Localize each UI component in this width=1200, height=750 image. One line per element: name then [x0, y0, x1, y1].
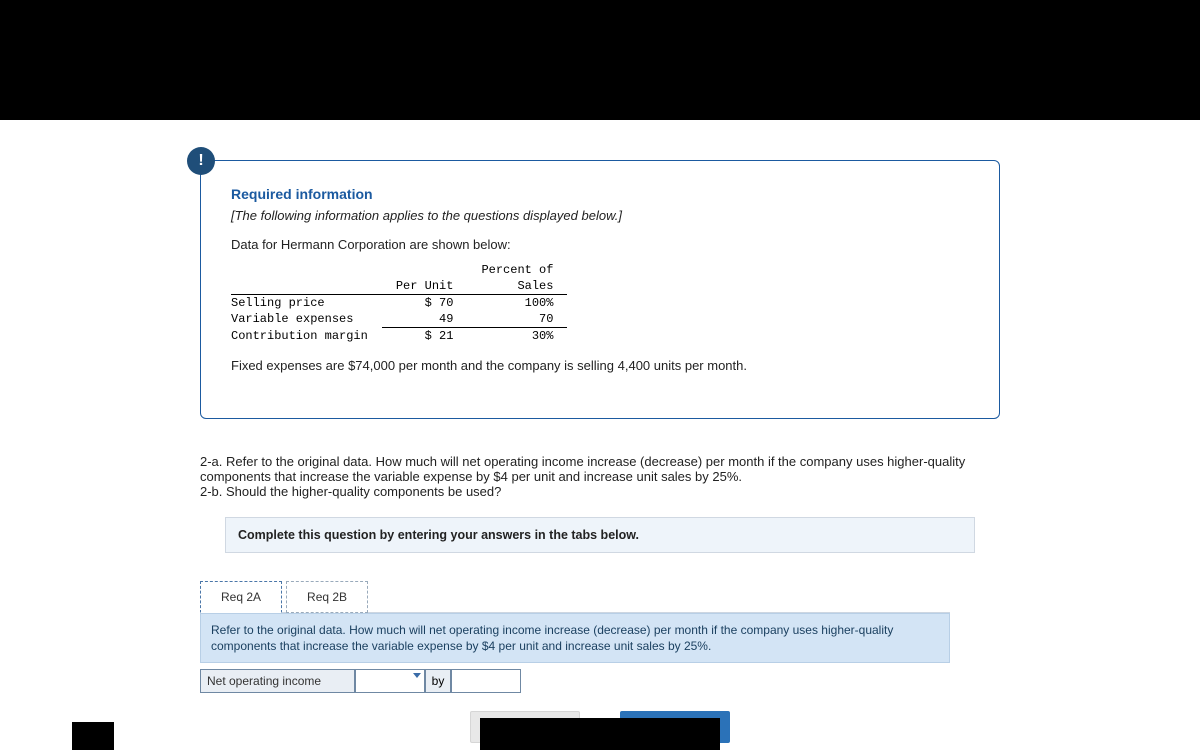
answer-label: Net operating income — [200, 669, 355, 693]
complete-instruction-bar: Complete this question by entering your … — [225, 517, 975, 553]
intro-text: Data for Hermann Corporation are shown b… — [231, 237, 969, 252]
tabs-container: Req 2A Req 2B Refer to the original data… — [200, 581, 1000, 693]
row-cm-label: Contribution margin — [231, 328, 382, 345]
applies-note: [The following information applies to th… — [231, 208, 969, 223]
row-variable-unit: 49 — [382, 311, 468, 328]
increase-decrease-dropdown[interactable] — [355, 669, 425, 693]
tab-req-2b[interactable]: Req 2B — [286, 581, 368, 613]
row-selling-price-label: Selling price — [231, 295, 382, 312]
small-black-box — [72, 722, 114, 750]
question-2b: 2-b. Should the higher-quality component… — [200, 484, 1000, 499]
by-label: by — [425, 669, 451, 693]
tab-panel-req-2a: Refer to the original data. How much wil… — [200, 612, 950, 693]
row-selling-price-pct: 100% — [467, 295, 567, 312]
row-cm-pct: 30% — [467, 328, 567, 345]
tab-req-2a[interactable]: Req 2A — [200, 581, 282, 613]
fixed-expenses-line: Fixed expenses are $74,000 per month and… — [231, 358, 969, 373]
row-variable-label: Variable expenses — [231, 311, 382, 328]
required-info-card: ! Required information [The following in… — [200, 160, 1000, 419]
row-selling-price-unit: $ 70 — [382, 295, 468, 312]
col-per-unit: Per Unit — [382, 278, 468, 295]
row-variable-pct: 70 — [467, 311, 567, 328]
answer-row: Net operating income by — [200, 669, 950, 693]
data-table: Percent of Per Unit Sales Selling price … — [231, 262, 567, 344]
required-information-title: Required information — [231, 186, 969, 202]
panel-instruction: Refer to the original data. How much wil… — [200, 613, 950, 663]
alert-badge-icon: ! — [187, 147, 215, 175]
top-black-bar — [0, 0, 1200, 120]
col-sales: Sales — [467, 278, 567, 295]
page-body: ! Required information [The following in… — [0, 120, 1200, 743]
amount-input[interactable] — [451, 669, 521, 693]
question-2a: 2-a. Refer to the original data. How muc… — [200, 454, 1000, 484]
question-block: 2-a. Refer to the original data. How muc… — [200, 454, 1000, 499]
bottom-black-bar — [480, 718, 720, 750]
col-percent-of: Percent of — [467, 262, 567, 278]
row-cm-unit: $ 21 — [382, 328, 468, 345]
